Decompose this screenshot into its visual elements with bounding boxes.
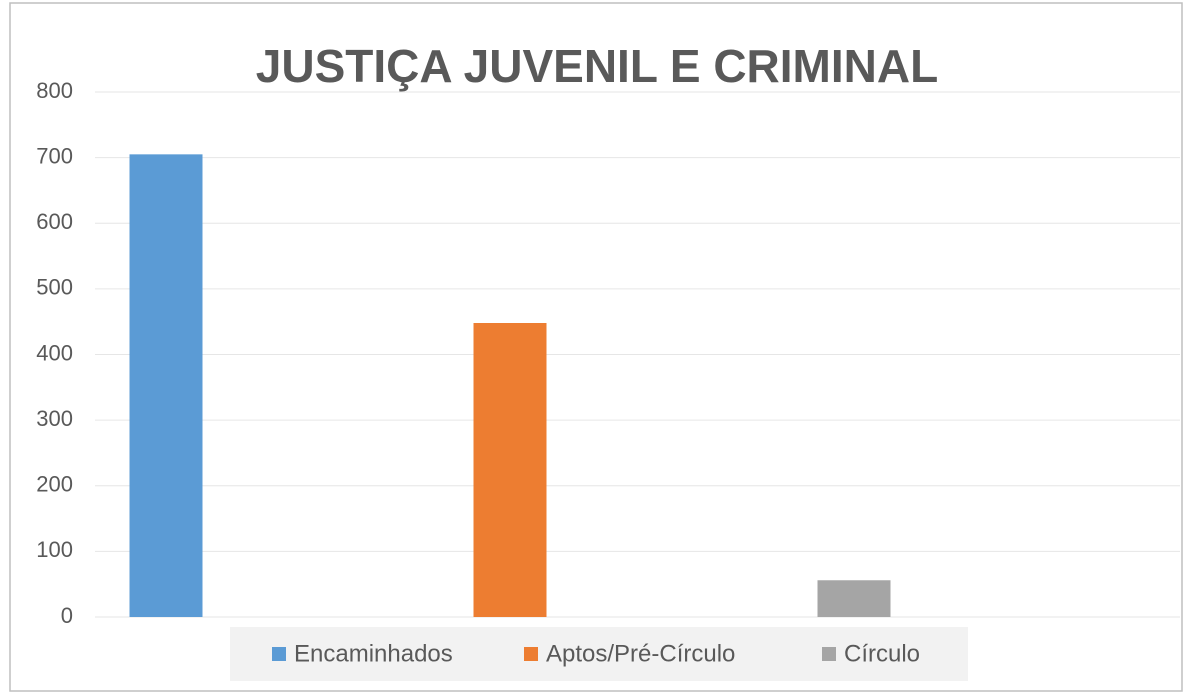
- legend-label: Círculo: [844, 640, 920, 667]
- y-tick-label: 0: [61, 603, 73, 628]
- legend-swatch: [272, 647, 286, 661]
- y-tick-label: 700: [36, 143, 73, 168]
- y-tick-label: 600: [36, 209, 73, 234]
- legend-swatch: [822, 647, 836, 661]
- y-tick-label: 400: [36, 340, 73, 365]
- legend-label: Aptos/Pré-Círculo: [546, 640, 735, 667]
- legend-label: Encaminhados: [294, 640, 453, 667]
- y-tick-label: 100: [36, 537, 73, 562]
- bar: [817, 580, 891, 617]
- legend-box: [230, 627, 968, 681]
- chart-title: JUSTIÇA JUVENIL E CRIMINAL: [256, 40, 938, 92]
- y-tick-label: 200: [36, 472, 73, 497]
- legend-swatch: [524, 647, 538, 661]
- y-tick-label: 800: [36, 78, 73, 103]
- y-tick-label: 500: [36, 275, 73, 300]
- bar: [473, 323, 547, 617]
- y-tick-label: 300: [36, 406, 73, 431]
- bar: [129, 154, 203, 617]
- chart-border: [9, 2, 1183, 692]
